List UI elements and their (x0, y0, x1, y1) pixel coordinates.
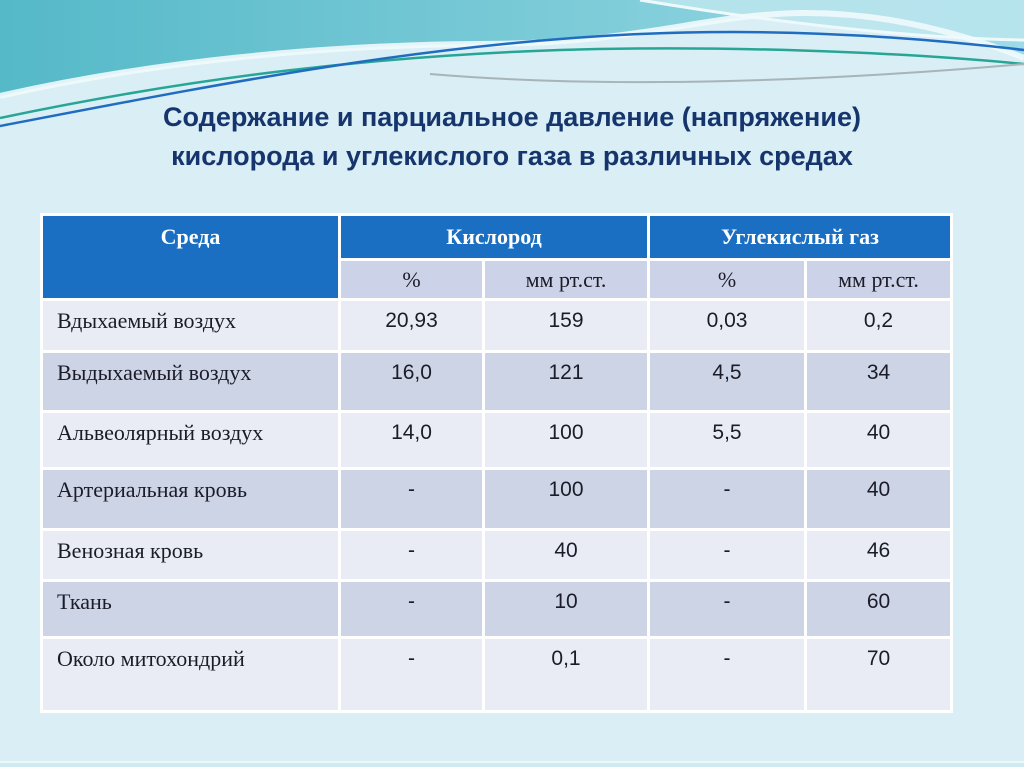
o2-mmhg-cell: 100 (485, 470, 647, 528)
header-co2: Углекислый газ (650, 216, 950, 258)
co2-mmhg-cell: 46 (807, 531, 950, 579)
header-co2-percent: % (650, 261, 804, 298)
table-row: Артериальная кровь - 100 - 40 (43, 470, 950, 528)
co2-percent-cell: 5,5 (650, 413, 804, 467)
o2-percent-cell: - (341, 639, 482, 710)
wave-highlight (0, 9, 1024, 99)
o2-mmhg-cell: 10 (485, 582, 647, 636)
co2-mmhg-cell: 34 (807, 353, 950, 410)
co2-percent-cell: 4,5 (650, 353, 804, 410)
header-co2-mmhg: мм рт.ст. (807, 261, 950, 298)
o2-percent-cell: 16,0 (341, 353, 482, 410)
row-label-cell: Около митохондрий (43, 639, 338, 710)
bottom-strip-decoration (0, 761, 1024, 767)
o2-mmhg-cell: 40 (485, 531, 647, 579)
data-table: Среда Кислород Углекислый газ % мм рт.ст… (40, 213, 953, 713)
row-label-cell: Вдыхаемый воздух (43, 301, 338, 350)
o2-percent-cell: - (341, 531, 482, 579)
row-label-cell: Выдыхаемый воздух (43, 353, 338, 410)
o2-mmhg-cell: 121 (485, 353, 647, 410)
o2-mmhg-cell: 100 (485, 413, 647, 467)
top-wave-decoration (0, 0, 1024, 128)
table-row: Около митохондрий - 0,1 - 70 (43, 639, 950, 710)
header-oxygen: Кислород (341, 216, 647, 258)
table-head: Среда Кислород Углекислый газ % мм рт.ст… (43, 216, 950, 298)
row-label-cell: Альвеолярный воздух (43, 413, 338, 467)
slide-title-line2: кислорода и углекислого газа в различных… (171, 141, 853, 171)
slide-title: Содержание и парциальное давление (напря… (0, 98, 1024, 176)
o2-mmhg-cell: 159 (485, 301, 647, 350)
header-row-groups: Среда Кислород Углекислый газ (43, 216, 950, 298)
row-label-cell: Венозная кровь (43, 531, 338, 579)
co2-percent-cell: - (650, 470, 804, 528)
co2-mmhg-cell: 60 (807, 582, 950, 636)
header-row-units: % мм рт.ст. % мм рт.ст. (43, 261, 950, 298)
o2-percent-cell: - (341, 582, 482, 636)
wave-accent-blue (0, 30, 1024, 128)
table-row: Выдыхаемый воздух 16,0 121 4,5 34 (43, 353, 950, 410)
co2-mmhg-cell: 40 (807, 413, 950, 467)
table-container: Среда Кислород Углекислый газ % мм рт.ст… (40, 213, 953, 713)
co2-mmhg-cell: 0,2 (807, 301, 950, 350)
table-row: Ткань - 10 - 60 (43, 582, 950, 636)
header-o2-mmhg: мм рт.ст. (485, 261, 647, 298)
table-row: Альвеолярный воздух 14,0 100 5,5 40 (43, 413, 950, 467)
row-label-cell: Ткань (43, 582, 338, 636)
wave-band (0, 0, 1024, 96)
co2-mmhg-cell: 70 (807, 639, 950, 710)
co2-percent-cell: - (650, 531, 804, 579)
table-body: Вдыхаемый воздух 20,93 159 0,03 0,2 Выды… (43, 301, 950, 710)
co2-percent-cell: - (650, 582, 804, 636)
co2-mmhg-cell: 40 (807, 470, 950, 528)
wave-accent-gray (429, 63, 1024, 84)
row-label-cell: Артериальная кровь (43, 470, 338, 528)
slide-title-line1: Содержание и парциальное давление (напря… (163, 102, 861, 132)
wave-accent-green (0, 47, 1024, 120)
o2-percent-cell: 14,0 (341, 413, 482, 467)
table-row: Венозная кровь - 40 - 46 (43, 531, 950, 579)
co2-percent-cell: 0,03 (650, 301, 804, 350)
header-o2-percent: % (341, 261, 482, 298)
co2-percent-cell: - (650, 639, 804, 710)
o2-mmhg-cell: 0,1 (485, 639, 647, 710)
o2-percent-cell: - (341, 470, 482, 528)
table-row: Вдыхаемый воздух 20,93 159 0,03 0,2 (43, 301, 950, 350)
header-media: Среда (43, 216, 338, 298)
o2-percent-cell: 20,93 (341, 301, 482, 350)
